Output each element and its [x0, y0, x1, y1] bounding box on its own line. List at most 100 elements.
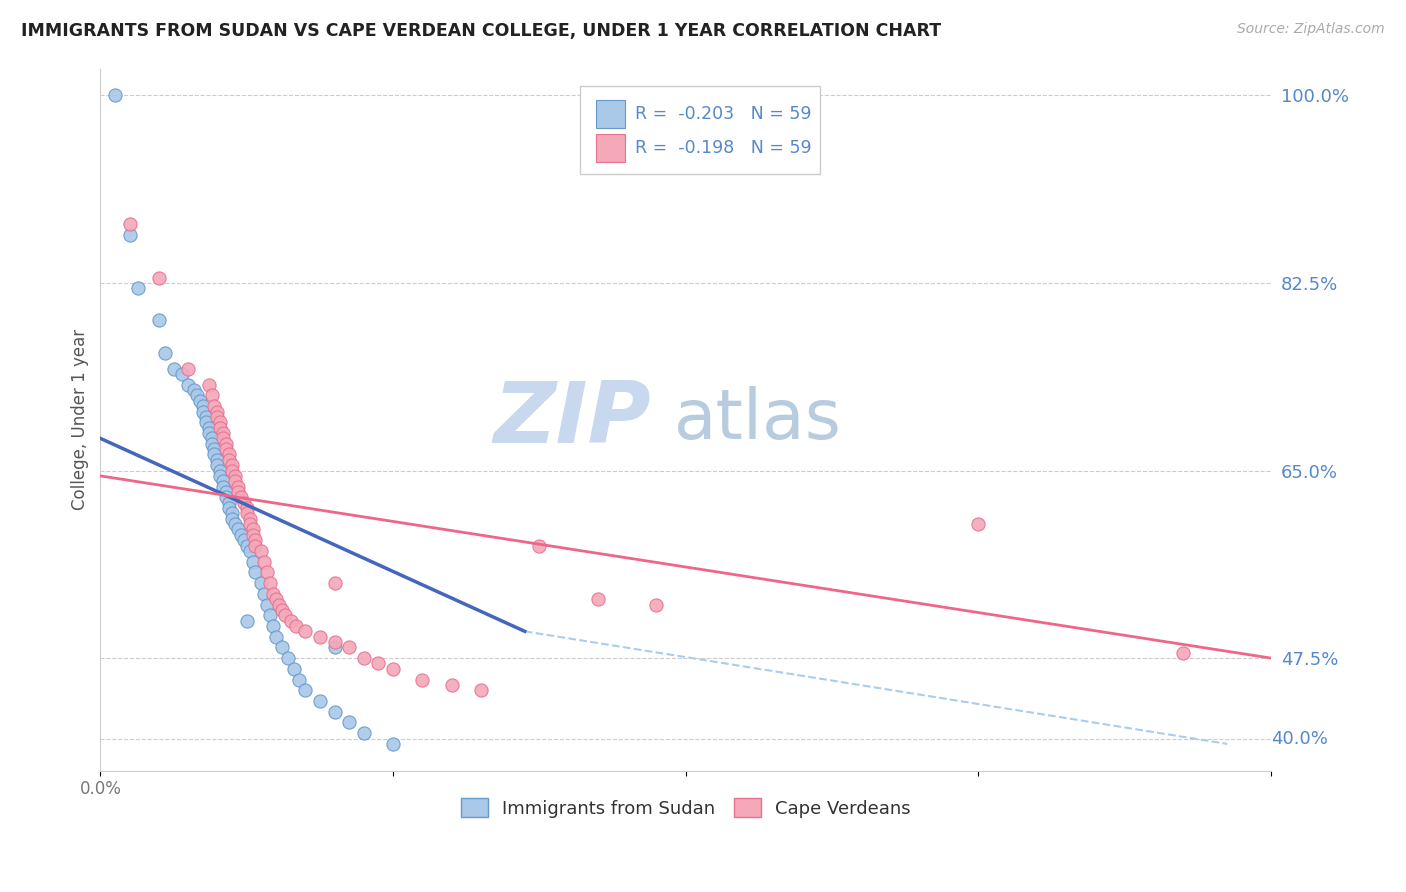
Point: [242, 528, 264, 542]
Point: [323, 635, 346, 649]
Point: [270, 640, 292, 655]
Point: [204, 447, 226, 461]
Point: [221, 458, 243, 472]
FancyBboxPatch shape: [596, 134, 624, 162]
Text: 40.0%: 40.0%: [1271, 730, 1329, 747]
Point: [245, 539, 267, 553]
Point: [337, 640, 360, 655]
Point: [239, 517, 262, 532]
Point: [645, 598, 668, 612]
Point: [239, 512, 262, 526]
Point: [186, 388, 208, 402]
Point: [212, 425, 235, 440]
Point: [127, 281, 149, 295]
Point: [191, 404, 214, 418]
Point: [242, 555, 264, 569]
Point: [242, 523, 264, 537]
Text: R =  -0.198   N = 59: R = -0.198 N = 59: [636, 139, 813, 157]
Point: [221, 512, 243, 526]
Point: [197, 425, 219, 440]
Point: [382, 737, 405, 751]
Point: [256, 566, 278, 580]
Point: [153, 345, 176, 359]
Point: [264, 592, 287, 607]
Point: [309, 630, 332, 644]
Point: [226, 523, 249, 537]
Point: [323, 705, 346, 719]
Point: [256, 598, 278, 612]
Point: [235, 507, 257, 521]
Text: ZIP: ZIP: [494, 378, 651, 461]
Point: [250, 544, 273, 558]
Point: [239, 544, 262, 558]
Point: [382, 662, 405, 676]
Point: [148, 270, 170, 285]
Point: [204, 442, 226, 456]
Point: [586, 592, 609, 607]
Point: [250, 576, 273, 591]
Point: [411, 673, 433, 687]
Point: [212, 480, 235, 494]
Point: [197, 377, 219, 392]
Point: [177, 377, 200, 392]
Point: [204, 399, 226, 413]
Point: [283, 662, 305, 676]
Point: [118, 217, 141, 231]
Point: [245, 566, 267, 580]
Point: [212, 431, 235, 445]
Point: [218, 501, 240, 516]
Text: atlas: atlas: [673, 386, 842, 453]
FancyBboxPatch shape: [581, 86, 820, 174]
Legend: Immigrants from Sudan, Cape Verdeans: Immigrants from Sudan, Cape Verdeans: [454, 791, 918, 825]
Point: [337, 715, 360, 730]
Point: [209, 420, 232, 434]
Point: [288, 673, 311, 687]
Point: [259, 576, 281, 591]
Point: [218, 447, 240, 461]
Point: [148, 313, 170, 327]
Point: [323, 640, 346, 655]
Text: IMMIGRANTS FROM SUDAN VS CAPE VERDEAN COLLEGE, UNDER 1 YEAR CORRELATION CHART: IMMIGRANTS FROM SUDAN VS CAPE VERDEAN CO…: [21, 22, 941, 40]
Point: [215, 485, 238, 500]
Point: [226, 480, 249, 494]
Point: [221, 507, 243, 521]
Point: [262, 587, 284, 601]
FancyBboxPatch shape: [596, 100, 624, 128]
Point: [967, 517, 990, 532]
Point: [162, 361, 184, 376]
Point: [267, 598, 290, 612]
Point: [191, 399, 214, 413]
Y-axis label: College, Under 1 year: College, Under 1 year: [72, 329, 89, 510]
Point: [104, 88, 127, 103]
Point: [209, 463, 232, 477]
Point: [259, 608, 281, 623]
Point: [253, 555, 276, 569]
Point: [194, 409, 217, 424]
Point: [262, 619, 284, 633]
Point: [229, 491, 252, 505]
Point: [221, 463, 243, 477]
Point: [218, 452, 240, 467]
Point: [188, 393, 211, 408]
Point: [245, 533, 267, 548]
Point: [215, 442, 238, 456]
Point: [235, 501, 257, 516]
Point: [232, 533, 254, 548]
Point: [309, 694, 332, 708]
Point: [207, 409, 229, 424]
Point: [177, 361, 200, 376]
Point: [224, 475, 246, 489]
Point: [294, 624, 316, 639]
Text: R =  -0.203   N = 59: R = -0.203 N = 59: [636, 105, 811, 123]
Point: [470, 683, 492, 698]
Point: [274, 608, 297, 623]
Point: [353, 651, 375, 665]
Point: [235, 539, 257, 553]
Point: [200, 431, 222, 445]
Point: [194, 415, 217, 429]
Point: [285, 619, 308, 633]
Point: [529, 539, 551, 553]
Point: [200, 436, 222, 450]
Point: [280, 614, 302, 628]
Point: [294, 683, 316, 698]
